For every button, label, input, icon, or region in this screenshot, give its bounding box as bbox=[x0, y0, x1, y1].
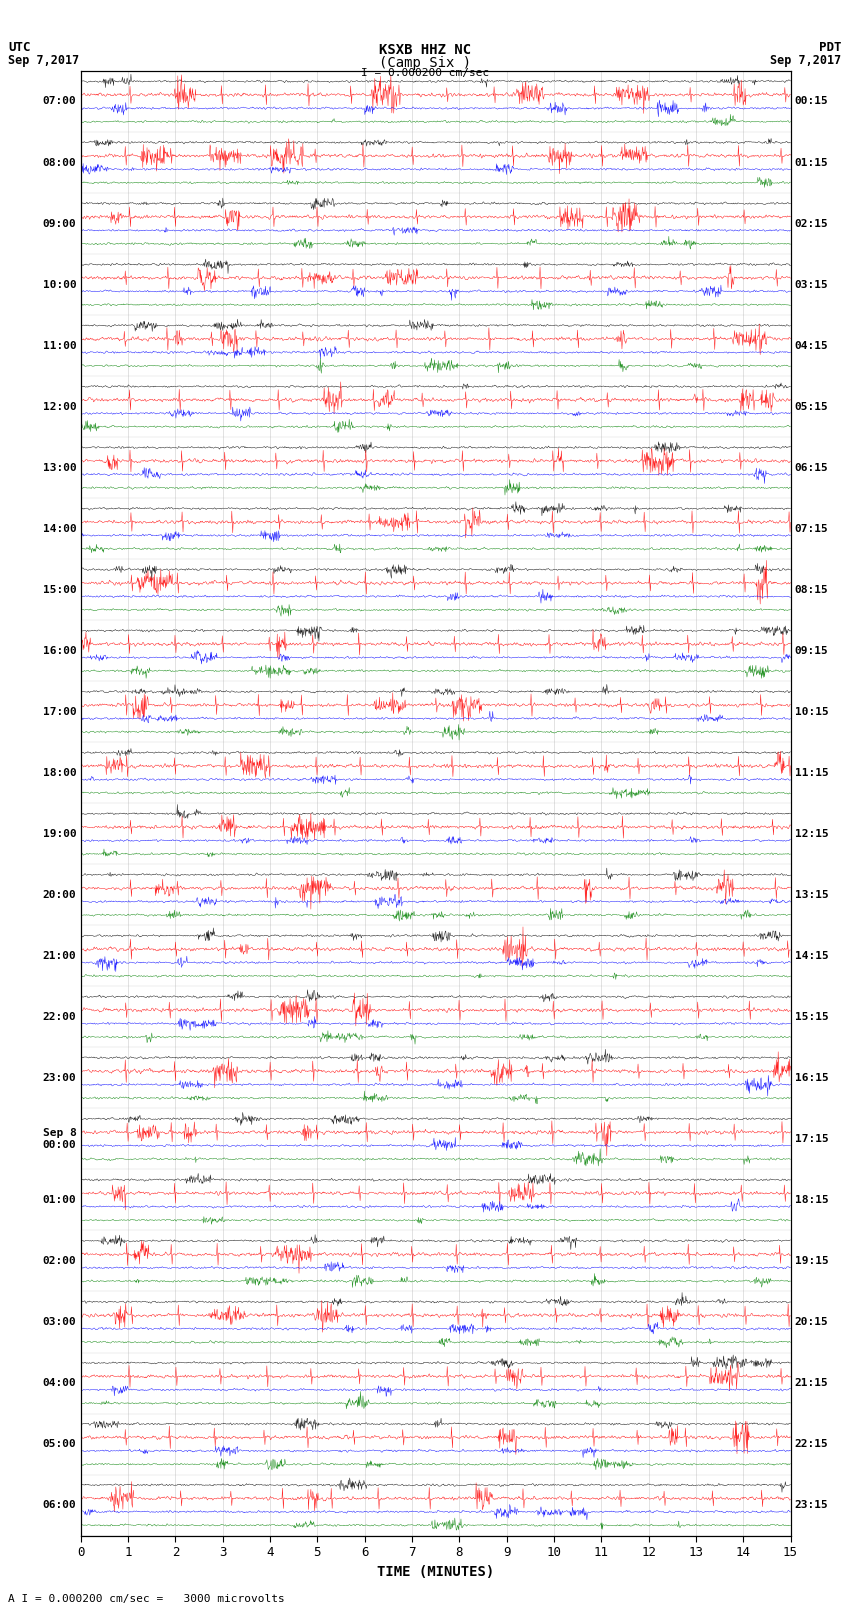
Text: A I = 0.000200 cm/sec =   3000 microvolts: A I = 0.000200 cm/sec = 3000 microvolts bbox=[8, 1594, 286, 1603]
Text: Sep 7,2017: Sep 7,2017 bbox=[770, 53, 842, 68]
Text: UTC: UTC bbox=[8, 40, 31, 55]
Text: PDT: PDT bbox=[819, 40, 842, 55]
Text: KSXB HHZ NC: KSXB HHZ NC bbox=[379, 44, 471, 56]
Text: (Camp Six ): (Camp Six ) bbox=[379, 56, 471, 69]
Text: Sep 7,2017: Sep 7,2017 bbox=[8, 53, 80, 68]
Text: I = 0.000200 cm/sec: I = 0.000200 cm/sec bbox=[361, 68, 489, 77]
X-axis label: TIME (MINUTES): TIME (MINUTES) bbox=[377, 1565, 494, 1579]
